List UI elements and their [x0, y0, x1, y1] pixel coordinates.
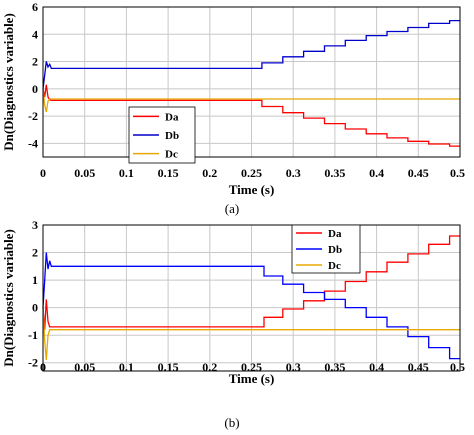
plot-frame [42, 224, 461, 372]
x-tick-label: 0 [40, 166, 46, 180]
y-tick-label: -4 [28, 136, 38, 150]
y-tick-label: -1 [28, 328, 38, 342]
x-tick-label: 0.3 [286, 360, 301, 374]
x-tick-label: 0.45 [408, 360, 429, 374]
y-tick-label: -2 [28, 356, 38, 370]
y-tick-label: 6 [32, 0, 38, 14]
x-tick-label: 0.45 [408, 166, 429, 180]
x-tick-label: 0.35 [324, 360, 345, 374]
series-line-da [42, 84, 460, 147]
y-axis-label: Dn(Diagnostics variable) [1, 13, 16, 151]
x-tick-label: 0.15 [158, 360, 179, 374]
legend-label-db: Db [165, 130, 179, 142]
x-tick-label: 0.5 [450, 360, 465, 374]
chart-panel-b: 0 0.05 0.1 0.15 0.2 0.25 0.3 0.35 0.4 0.45 0.5-2-1… [1, 218, 465, 430]
y-tick-label: 0 [32, 82, 38, 96]
y-tick-label: 3 [32, 218, 38, 232]
series-line-dc [42, 307, 460, 361]
x-tick-label: 0.5 [450, 166, 465, 180]
x-tick-label: 0.35 [324, 166, 345, 180]
x-axis-label: Time (s) [229, 182, 275, 197]
x-tick-label: 0.25 [241, 166, 262, 180]
series-line-dc [42, 88, 460, 113]
x-tick-label: 0.05 [74, 166, 95, 180]
x-tick-label: 0.2 [202, 166, 217, 180]
x-tick-label: 0.15 [158, 166, 179, 180]
y-tick-label: 1 [32, 273, 38, 287]
legend-label-da: Da [165, 111, 179, 123]
legend-label-da: Da [328, 228, 342, 240]
y-tick-label: 0 [32, 301, 38, 315]
x-tick-label: 0.4 [369, 360, 384, 374]
series-line-db [42, 252, 460, 360]
x-tick-label: 0.3 [286, 166, 301, 180]
y-axis-label: Dn(Diagnostics variable) [1, 229, 16, 367]
series-line-db [42, 19, 460, 89]
panel-caption: (a) [225, 201, 239, 216]
legend-label-dc: Dc [165, 149, 178, 161]
x-tick-label: 0.1 [119, 166, 134, 180]
x-tick-label: 0.4 [369, 166, 384, 180]
x-tick-label: 0.05 [74, 360, 95, 374]
plot-frame [42, 6, 461, 158]
chart-panel-a: 0 0.05 0.1 0.15 0.2 0.25 0.3 0.35 0.4 0.45 0.5 -4 -2… [1, 0, 465, 216]
y-tick-label: -2 [28, 109, 38, 123]
x-tick-label: 0.2 [202, 360, 217, 374]
y-tick-label: 4 [32, 27, 38, 41]
legend: Da Db Dc [291, 224, 361, 274]
series-line-da [42, 235, 460, 330]
x-axis-label: Time (s) [229, 371, 275, 386]
legend-label-dc: Dc [328, 260, 341, 272]
y-tick-label: 2 [32, 246, 38, 260]
y-tick-label: 2 [32, 55, 38, 69]
panel-caption: (b) [224, 415, 239, 430]
legend-label-db: Db [328, 244, 342, 256]
x-tick-label: 0.1 [119, 360, 134, 374]
legend: Da Db Dc [128, 106, 196, 164]
